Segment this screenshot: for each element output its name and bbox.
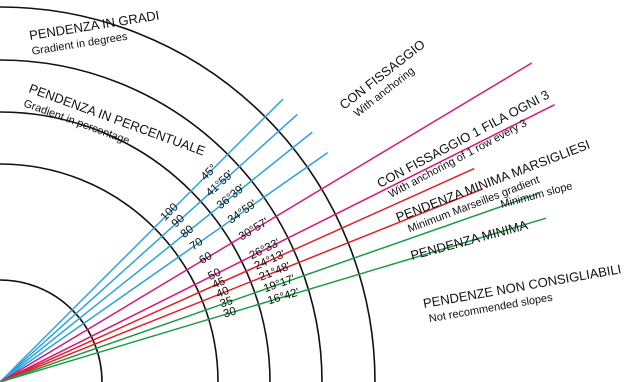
slope-ray-90 (0, 113, 298, 382)
percent-tick-label: 45 (211, 275, 228, 291)
degree-tick-label: 30°57' (237, 216, 271, 243)
zone-anchoring: CON FISSAGGIO With anchoring (337, 37, 428, 120)
slope-ray-35 (0, 192, 539, 382)
percent-scale-label: PENDENZA IN PERCENTUALE Gradient in perc… (22, 81, 208, 159)
slope-ray-40 (0, 188, 484, 382)
percent-tick-label: 70 (188, 236, 205, 253)
zone-not-recommended: PENDENZE NON CONSIGLIABILI Not recommend… (422, 261, 622, 325)
slope-ray-60 (0, 62, 533, 382)
slope-ray-70 (0, 152, 329, 382)
percent-tick-label: 40 (215, 285, 231, 301)
slope-ray-30 (0, 217, 547, 382)
slope-ray-100 (0, 98, 284, 382)
slope-ray-50 (0, 104, 555, 382)
slope-rays (0, 62, 555, 382)
percent-tick-label: 30 (222, 305, 238, 320)
slope-ray-45 (0, 167, 475, 382)
percent-tick-label: 50 (206, 266, 223, 282)
degrees-scale-label: PENDENZA IN GRADI Gradient in degrees (28, 8, 160, 58)
percent-tick-label: 60 (197, 250, 214, 267)
percent-tick-label: 35 (219, 295, 235, 311)
slope-ray-80 (0, 131, 313, 382)
